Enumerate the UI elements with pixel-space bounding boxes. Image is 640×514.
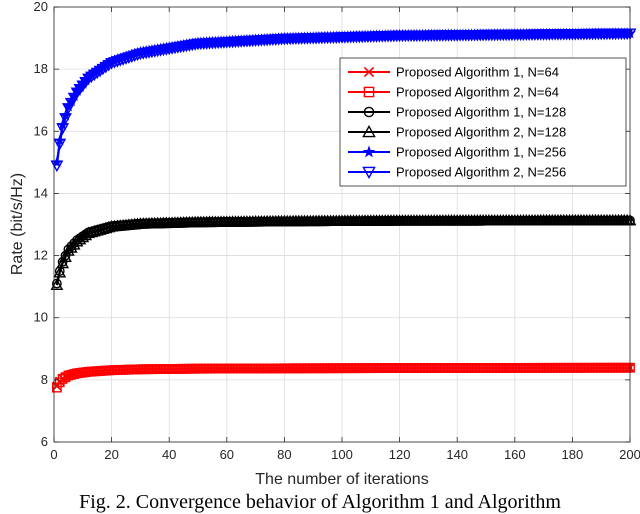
series-marker <box>96 63 110 76</box>
series-marker <box>56 123 70 135</box>
series-marker <box>90 67 104 80</box>
legend-label: Proposed Algorithm 1, N=64 <box>396 65 559 80</box>
series-marker <box>362 124 376 138</box>
y-tick-label: 18 <box>34 61 48 76</box>
series-marker <box>128 50 142 63</box>
convergence-chart: 0 20 40 60 80 100 120 140 160 180 200 6 8 10 12 14 16 18 2… <box>9 0 640 488</box>
series-marker <box>362 145 376 158</box>
series-marker <box>362 166 376 180</box>
legend-item: Proposed Algorithm 2, N=64 <box>348 85 559 100</box>
legend-item: Proposed Algorithm 1, N=128 <box>348 105 566 120</box>
series-marker <box>131 49 144 62</box>
legend-label: Proposed Algorithm 2, N=256 <box>396 165 566 180</box>
x-tick-label: 120 <box>389 447 411 462</box>
x-tick-label: 80 <box>277 447 291 462</box>
x-tick-label: 60 <box>220 447 234 462</box>
series-marker <box>62 244 75 256</box>
series-marker <box>363 66 375 78</box>
series-marker <box>99 61 113 74</box>
legend-item: Proposed Algorithm 2, N=128 <box>348 125 566 140</box>
series-marker <box>85 71 98 84</box>
x-tick-label: 40 <box>162 447 176 462</box>
series-4 <box>50 213 637 290</box>
series-marker <box>54 377 65 388</box>
y-axis-label: Rate (bit/s/Hz) <box>9 173 26 275</box>
y-tick-label: 20 <box>34 0 48 14</box>
legend-box <box>339 57 627 187</box>
series-marker <box>122 52 136 64</box>
y-tick-label: 10 <box>34 310 48 325</box>
x-tick-label: 160 <box>504 447 526 462</box>
series-marker <box>93 65 107 78</box>
series-marker <box>105 58 118 70</box>
legend-item: Proposed Algorithm 1, N=256 <box>348 145 566 160</box>
x-tick-label: 20 <box>104 447 118 462</box>
series-marker <box>59 250 72 263</box>
series-marker <box>59 113 72 125</box>
series-marker <box>108 57 121 69</box>
x-tick-label: 0 <box>50 447 57 462</box>
legend: Proposed Algorithm 1, N=64 Proposed Algor… <box>339 57 627 187</box>
legend-label: Proposed Algorithm 2, N=128 <box>396 125 566 140</box>
x-tick-label: 140 <box>446 447 468 462</box>
series-marker <box>79 228 93 241</box>
series-6 <box>50 28 637 173</box>
legend-label: Proposed Algorithm 2, N=64 <box>396 85 559 100</box>
series-marker <box>87 69 101 82</box>
legend-label: Proposed Algorithm 1, N=256 <box>396 145 566 160</box>
y-tick-label: 14 <box>34 185 48 200</box>
series-marker <box>102 59 116 72</box>
series-marker <box>113 55 127 67</box>
series-marker <box>56 256 70 269</box>
series-marker <box>363 106 375 118</box>
y-tick-label: 12 <box>34 248 48 263</box>
y-tick-label: 8 <box>41 372 48 387</box>
series-marker <box>64 241 78 253</box>
x-tick-label: 100 <box>331 447 353 462</box>
series-marker <box>82 73 95 86</box>
series-marker <box>51 382 62 393</box>
series-marker <box>363 86 375 98</box>
series-marker <box>110 56 124 68</box>
y-tick-label: 6 <box>41 434 48 449</box>
axis-ticks: 0 20 40 60 80 100 120 140 160 180 200 6 8 10 12 14 16 18 2… <box>34 0 640 462</box>
series-lines <box>50 27 637 393</box>
series-marker <box>53 138 67 151</box>
series-marker <box>116 54 130 66</box>
legend-label: Proposed Algorithm 1, N=128 <box>396 105 566 120</box>
y-tick-label: 16 <box>34 123 48 138</box>
series-marker <box>53 266 67 278</box>
legend-item: Proposed Algorithm 1, N=64 <box>348 65 559 80</box>
x-tick-label: 200 <box>619 447 640 462</box>
legend-item: Proposed Algorithm 2, N=256 <box>348 165 566 180</box>
figure-caption: Fig. 2. Convergence behavior of Algorith… <box>79 491 561 513</box>
series-marker <box>119 53 133 65</box>
series-marker <box>125 51 139 64</box>
series-2 <box>51 362 635 393</box>
x-tick-label: 180 <box>562 447 584 462</box>
x-axis-label: The number of iterations <box>255 471 428 488</box>
